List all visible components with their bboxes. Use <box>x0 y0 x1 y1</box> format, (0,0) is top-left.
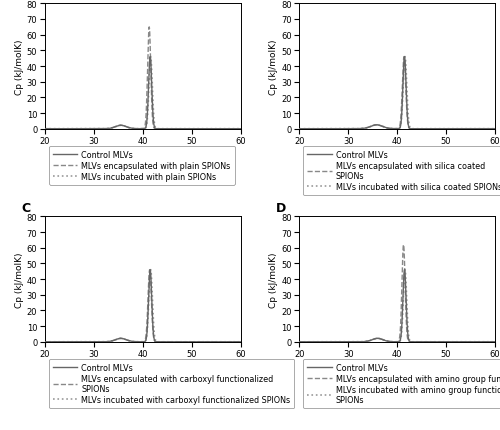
Y-axis label: Cp (kJ/molK): Cp (kJ/molK) <box>15 39 24 95</box>
X-axis label: Temperature (°C): Temperature (°C) <box>96 149 190 159</box>
Text: B: B <box>276 0 285 2</box>
Legend: Control MLVs, MLVs encapsulated with carboxyl functionalized
SPIONs, MLVs incuba: Control MLVs, MLVs encapsulated with car… <box>49 359 294 408</box>
Text: C: C <box>22 201 30 215</box>
Legend: Control MLVs, MLVs encapsulated with amino group functionalized SPIONs, MLVs inc: Control MLVs, MLVs encapsulated with ami… <box>304 359 500 408</box>
Text: A: A <box>22 0 31 2</box>
X-axis label: Temperature (°C): Temperature (°C) <box>350 361 444 372</box>
Y-axis label: Cp (kJ/molK): Cp (kJ/molK) <box>270 39 278 95</box>
Y-axis label: Cp (kJ/molK): Cp (kJ/molK) <box>270 252 278 307</box>
Text: D: D <box>276 201 286 215</box>
Legend: Control MLVs, MLVs encapsulated with plain SPIONs, MLVs incubated with plain SPI: Control MLVs, MLVs encapsulated with pla… <box>49 147 234 185</box>
X-axis label: Temperature (°C): Temperature (°C) <box>96 361 190 372</box>
X-axis label: Temperature (°C): Temperature (°C) <box>350 149 444 159</box>
Legend: Control MLVs, MLVs encapsulated with silica coated
SPIONs, MLVs incubated with s: Control MLVs, MLVs encapsulated with sil… <box>304 147 500 196</box>
Y-axis label: Cp (kJ/molK): Cp (kJ/molK) <box>15 252 24 307</box>
